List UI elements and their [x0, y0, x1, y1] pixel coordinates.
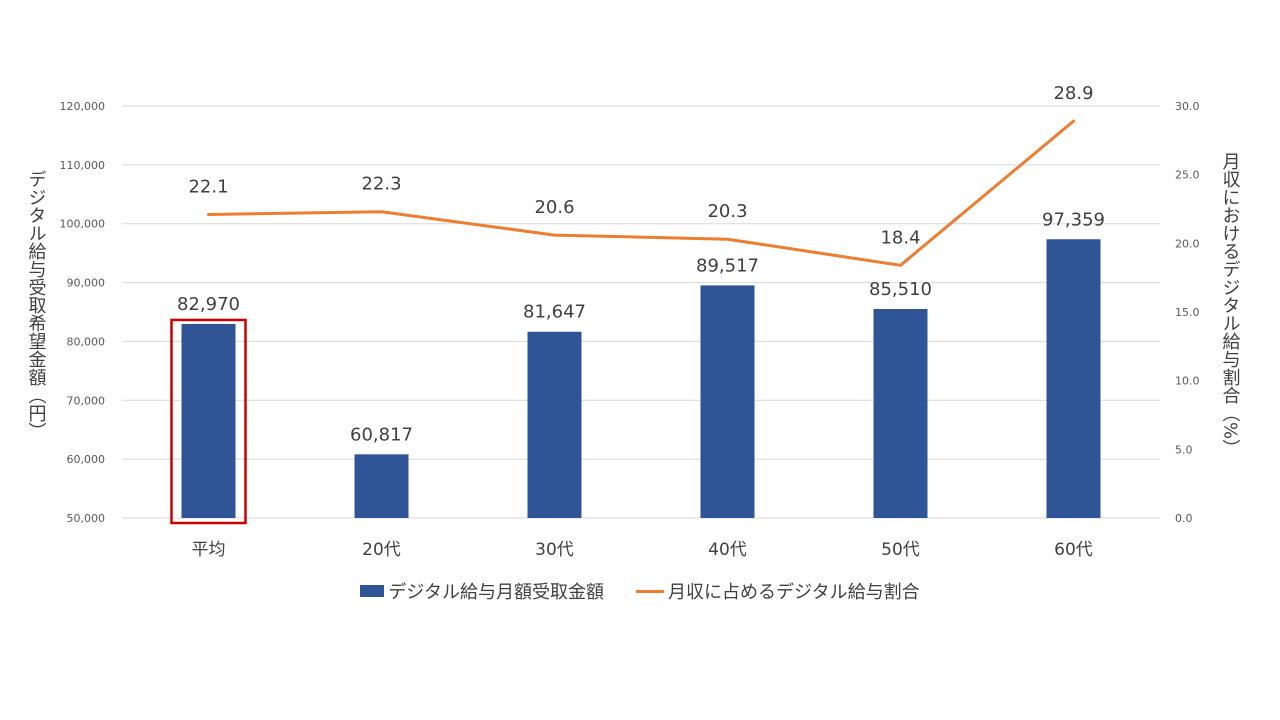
right-axis-title: 月収におけるデジタル給与割合（%） [1220, 152, 1241, 457]
category-label: 50代 [881, 540, 920, 560]
line-data-label: 20.3 [707, 201, 747, 222]
left-tick-label: 100,000 [60, 218, 106, 231]
legend-line-swatch [636, 589, 664, 593]
line-data-label: 22.3 [361, 174, 401, 195]
right-tick-label: 0.0 [1175, 512, 1193, 525]
highlight-box [170, 318, 247, 525]
bar [527, 331, 582, 518]
bar-data-label: 60,817 [350, 424, 413, 445]
legend: デジタル給与月額受取金額 月収に占めるデジタル給与割合 [0, 578, 1280, 604]
bar-data-label: 81,647 [523, 302, 586, 323]
bar-data-label: 97,359 [1042, 209, 1105, 230]
line-data-label: 20.6 [534, 197, 574, 218]
line-data-label: 18.4 [880, 227, 920, 248]
bar-data-labels: 82,970 60,817 81,647 89,517 85,510 97,359 [177, 209, 1105, 445]
category-label: 60代 [1054, 540, 1093, 560]
left-tick-label: 80,000 [67, 335, 106, 348]
right-tick-label: 30.0 [1175, 100, 1200, 113]
category-label: 平均 [192, 540, 226, 560]
line-series [207, 119, 1075, 267]
left-tick-label: 70,000 [67, 394, 106, 407]
bar-data-label: 89,517 [696, 255, 759, 276]
right-tick-label: 5.0 [1175, 443, 1193, 456]
bar-data-label: 82,970 [177, 294, 240, 315]
line-data-labels: 22.1 22.3 20.6 20.3 18.4 28.9 [188, 83, 1093, 248]
left-axis-ticks: 50,000 60,000 70,000 80,000 90,000 100,000 110… [60, 100, 106, 525]
line-path [207, 119, 1075, 267]
bar [181, 323, 236, 518]
legend-item-bar: デジタル給与月額受取金額 [360, 578, 604, 604]
left-tick-label: 110,000 [60, 159, 106, 172]
category-labels: 平均 20代 30代 40代 50代 60代 [192, 540, 1093, 560]
legend-bar-swatch [360, 585, 385, 597]
bar [354, 454, 409, 518]
bar [1046, 239, 1101, 518]
left-tick-label: 120,000 [60, 100, 106, 113]
left-tick-label: 60,000 [67, 453, 106, 466]
right-tick-label: 15.0 [1175, 306, 1200, 319]
bar [873, 308, 928, 518]
line-data-label: 28.9 [1053, 83, 1093, 104]
bar-series [181, 239, 1101, 518]
right-tick-label: 25.0 [1175, 169, 1200, 182]
category-label: 40代 [708, 540, 747, 560]
bar [700, 285, 755, 518]
bar-data-label: 85,510 [869, 279, 932, 300]
category-label: 30代 [535, 540, 574, 560]
left-tick-label: 50,000 [67, 512, 106, 525]
category-label: 20代 [362, 540, 401, 560]
right-tick-label: 10.0 [1175, 375, 1200, 388]
right-tick-label: 20.0 [1175, 237, 1200, 250]
legend-line-label: 月収に占めるデジタル給与割合 [668, 582, 920, 603]
right-axis-ticks: 0.0 5.0 10.0 15.0 20.0 25.0 30.0 [1175, 100, 1200, 525]
left-axis-title: デジタル給与受取希望金額（円） [26, 170, 47, 440]
highlight-group [170, 318, 247, 525]
gridlines [122, 105, 1160, 519]
legend-bar-label: デジタル給与月額受取金額 [388, 582, 604, 603]
legend-item-line: 月収に占めるデジタル給与割合 [636, 578, 920, 604]
line-data-label: 22.1 [188, 176, 228, 197]
left-tick-label: 90,000 [67, 277, 106, 290]
